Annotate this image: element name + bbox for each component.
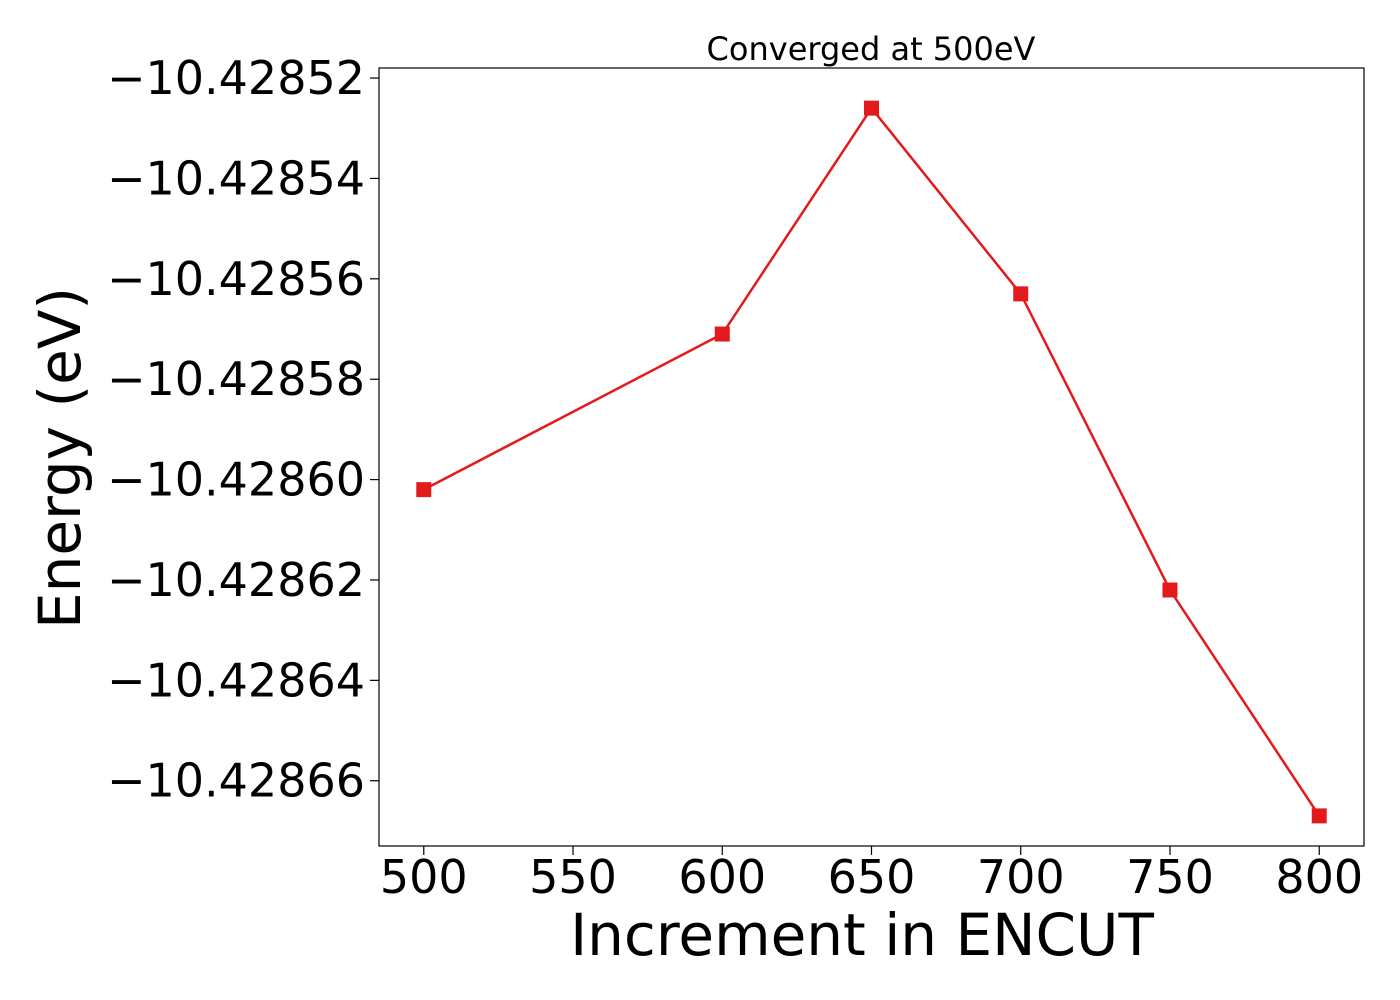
y-tick-label: −10.42856 [107,252,365,306]
y-axis-label: Energy (eV) [26,287,94,629]
y-tick-label: −10.42852 [107,51,365,105]
x-tick-label: 550 [529,850,617,904]
x-tick-label: 650 [828,850,916,904]
y-tick-label: −10.42854 [107,151,365,205]
data-point-marker [1013,286,1029,302]
x-tick-label: 500 [380,850,468,904]
y-axis: −10.42852 −10.42854 −10.42856 −10.42858 −10.… [107,51,379,808]
data-point-marker [714,326,730,342]
y-tick-label: −10.42866 [107,754,365,808]
plot-frame [378,67,1365,847]
x-tick-label: 750 [1126,850,1214,904]
x-tick-label: 700 [977,850,1065,904]
series-layer [416,100,1327,824]
x-axis-label: Increment in ENCUT [570,901,1154,969]
x-tick-label: 800 [1275,850,1363,904]
x-axis: 500 550 600 650 700 750 800 [380,846,1363,904]
y-tick-label: −10.42862 [107,553,365,607]
y-tick-label: −10.42858 [107,352,365,406]
y-tick-label: −10.42860 [107,453,365,507]
y-tick-label: −10.42864 [107,653,365,707]
chart-title: Converged at 500eV [707,30,1036,68]
data-point-marker [416,482,432,498]
data-point-marker [1162,582,1178,598]
series-line [423,106,1321,817]
data-point-marker [1311,808,1327,824]
data-point-marker [864,100,879,116]
x-tick-label: 600 [678,850,766,904]
